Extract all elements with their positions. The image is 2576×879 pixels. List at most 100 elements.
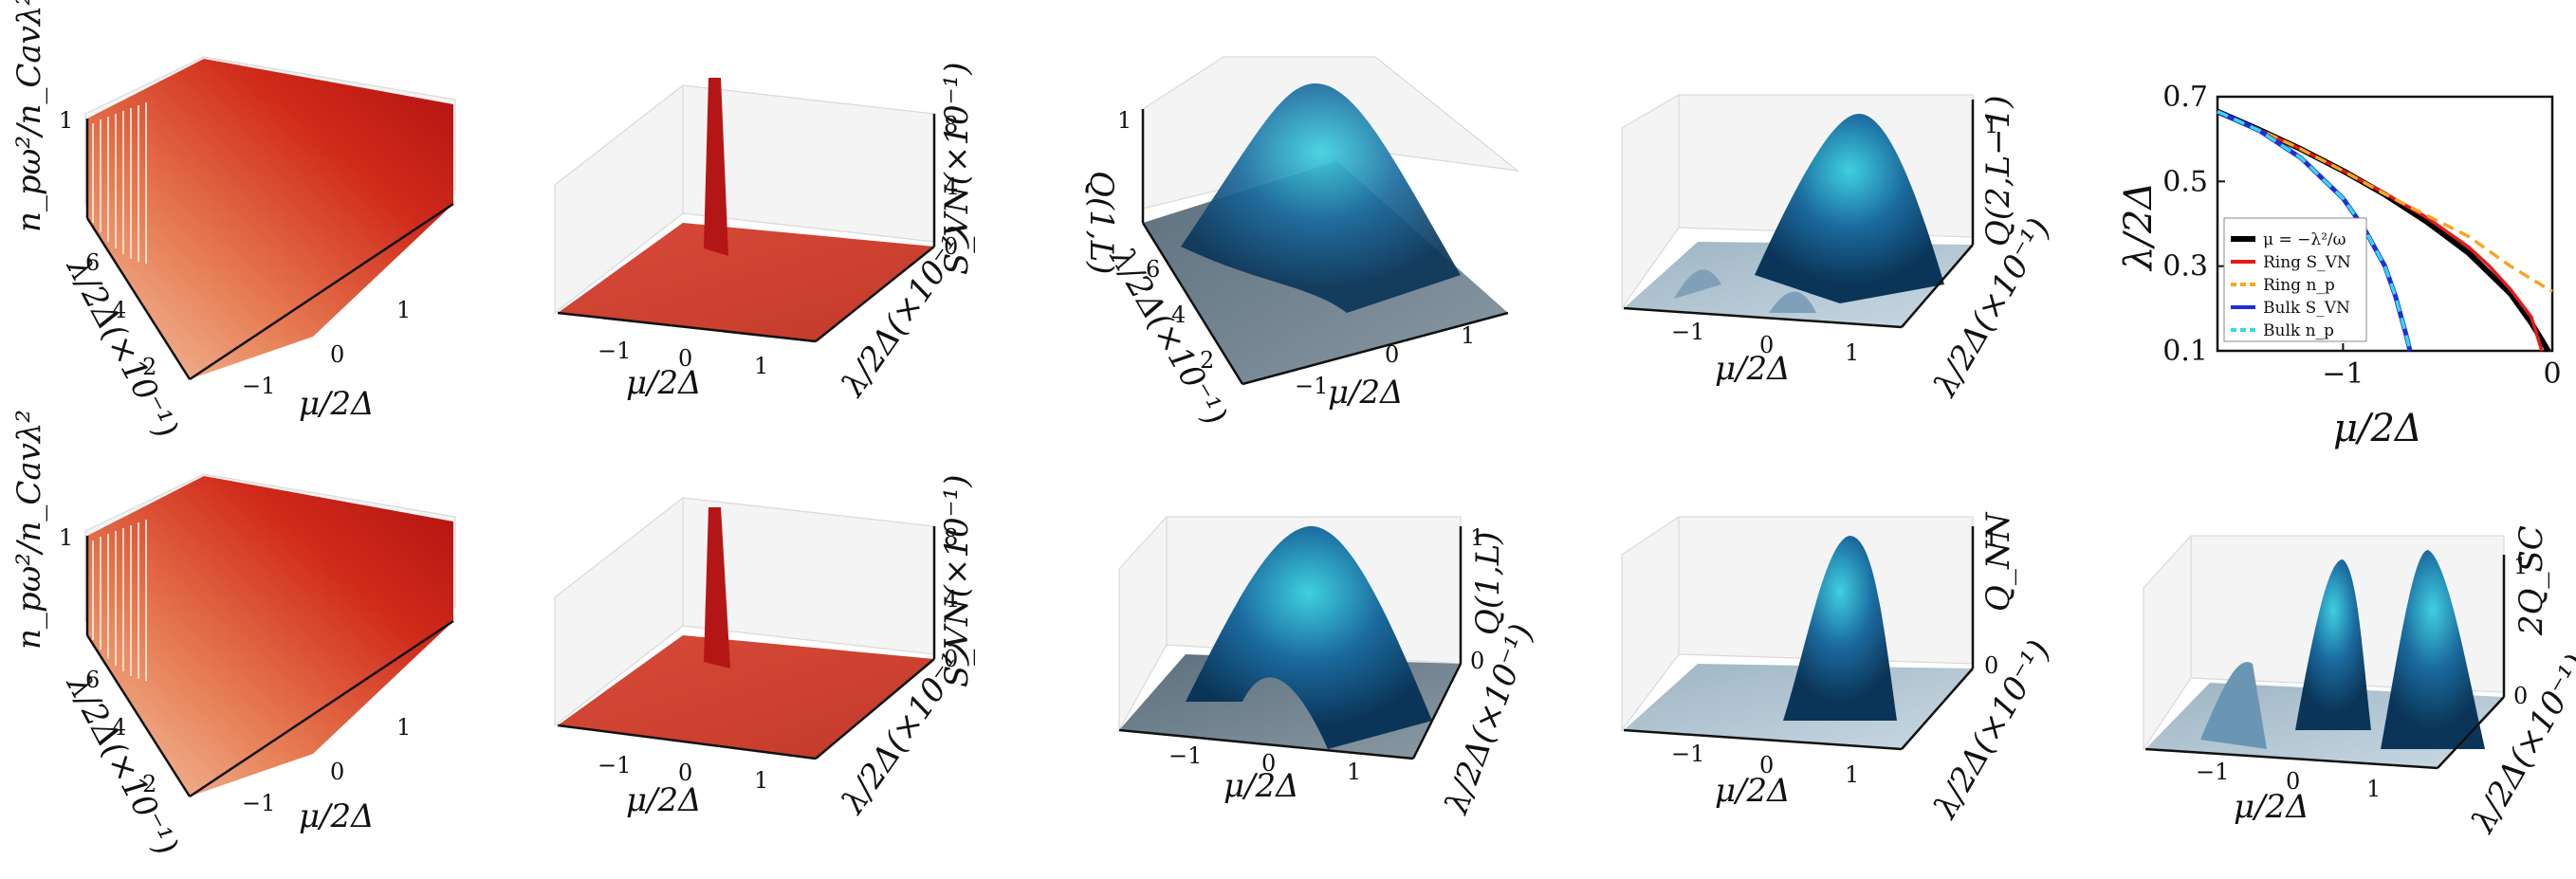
y-tick-label-2: 0.5 xyxy=(2162,165,2208,198)
panel-a4-peak-main xyxy=(1755,114,1944,303)
panel-b1-ytick-2: 6 xyxy=(85,667,100,693)
panel-a3-zlabel: Q(1,L) xyxy=(1082,171,1120,274)
line-series-2 xyxy=(2217,109,2553,293)
panel-b2-xtick-1: 0 xyxy=(678,760,692,786)
panel-b1-axes xyxy=(85,536,454,798)
panel-b3: Q(1,L) λ/2Δ(×10⁻¹) μ/2Δ −1 0 1 0 1 xyxy=(1118,516,1541,820)
panel-a2-ztick-1: 4 xyxy=(944,174,958,200)
panel-b3-zlabel: Q(1,L) xyxy=(1469,532,1507,635)
panel-b1-surface xyxy=(87,476,453,797)
panel-b2-xlabel: μ/2Δ xyxy=(626,781,702,819)
line-chart-legend: μ = −λ²/ω Ring S_VN Ring n_p Bulk S_VN Bulk … xyxy=(2223,217,2367,342)
panel-b2-surface xyxy=(558,635,934,759)
panel-b5-ztick-1: 1 xyxy=(2513,553,2528,579)
panel-a4-axes xyxy=(1623,100,1975,329)
panel-b4-ztick-0: 0 xyxy=(1984,652,1998,679)
panel-b3-xtick-2: 1 xyxy=(1347,759,1361,785)
panel-a1-ztick-0: 1 xyxy=(59,107,73,134)
panel-a3-ytick-1: 4 xyxy=(1171,302,1186,328)
panel-a2-xtick-1: 0 xyxy=(678,345,692,372)
panel-a1-axes xyxy=(85,119,454,381)
panel-b1-xtick-0: −1 xyxy=(242,790,275,816)
panel-a1-ytick-2: 6 xyxy=(85,249,100,276)
legend-label-3: Bulk S_VN xyxy=(2263,299,2350,318)
panel-b5-axes xyxy=(2144,555,2506,770)
panel-a1-surface xyxy=(87,59,453,379)
panel-a1-xtick-1: 0 xyxy=(330,341,344,368)
panel-b4-zlabel: Q_NN xyxy=(1979,511,2017,612)
x-tick-label-0: −1 xyxy=(2322,357,2364,391)
panel-a3-ytick-2: 6 xyxy=(1146,256,1160,283)
panel-a3-peak xyxy=(1181,82,1461,314)
panel-b1-ytick-1: 4 xyxy=(112,714,126,741)
panel-b2-xtick-0: −1 xyxy=(598,752,631,778)
panel-a4-xlabel: μ/2Δ xyxy=(1715,350,1791,388)
panel-b4-xtick-0: −1 xyxy=(1671,741,1704,767)
panel-b5-ztick-0: 0 xyxy=(2513,683,2528,709)
panel-b2-spike xyxy=(704,507,730,668)
panel-b5-xlabel: μ/2Δ xyxy=(2234,788,2309,826)
panel-b3-axes xyxy=(1118,526,1463,760)
panel-a1-fringe xyxy=(92,102,147,264)
legend-label-1: Ring S_VN xyxy=(2263,253,2351,272)
panel-a1: n_pω²/n_Cavλ² λ/2Δ(×10⁻¹) μ/2Δ −1 0 1 2 … xyxy=(10,0,456,445)
panel-b1-ytick-0: 2 xyxy=(142,771,156,797)
panel-a2: S_VN(×10⁻¹) λ/2Δ(×10⁻¹) μ/2Δ −1 0 1 0 4 … xyxy=(554,63,979,405)
panel-b5: 2Q_SC λ/2Δ(×10⁻¹) μ/2Δ −1 0 1 0 1 xyxy=(2143,525,2576,840)
legend-label-2: Ring n_p xyxy=(2263,276,2335,295)
y-tick-label-3: 0.7 xyxy=(2162,81,2208,114)
panel-b1-ztick-0: 1 xyxy=(59,524,73,551)
panel-b2-ztick-1: 4 xyxy=(944,586,958,613)
panel-b5-xtick-1: 0 xyxy=(2286,768,2300,795)
panel-b1-zlabel: n_pω²/n_Cavλ² xyxy=(10,410,48,650)
panel-a2-spike xyxy=(704,78,728,256)
panel-a4-xtick-1: 0 xyxy=(1759,332,1774,358)
panel-a1-xtick-2: 1 xyxy=(396,297,411,323)
panel-b4-xtick-1: 0 xyxy=(1759,752,1774,778)
panel-b2-ztick-2: 8 xyxy=(944,524,958,551)
panel-b5-peak-1 xyxy=(2200,662,2267,749)
panel-b5-peak-3 xyxy=(2381,550,2485,749)
panel-b2-zlabel: S_VN(×10⁻¹) xyxy=(938,475,976,687)
line-chart-ylabel: λ/2Δ xyxy=(2117,182,2161,272)
panel-a2-xlabel: μ/2Δ xyxy=(626,364,702,402)
panel-a3-ytick-0: 2 xyxy=(1200,347,1214,374)
panel-b1-fringe xyxy=(92,520,147,681)
panel-b2: S_VN(×10⁻¹) λ/2Δ(×10⁻¹) μ/2Δ −1 0 1 0 4 … xyxy=(554,475,979,822)
panel-a4-zlabel: Q(2,L−1) xyxy=(1979,95,2017,247)
panel-a4-peak-side1 xyxy=(1674,269,1721,299)
panel-a3-xtick-0: −1 xyxy=(1295,373,1328,399)
panel-a4-ztick-0: 1 xyxy=(1984,112,1998,138)
panel-b4-xlabel: μ/2Δ xyxy=(1715,772,1791,810)
panel-a1-ytick-1: 4 xyxy=(112,297,126,323)
panel-b3-peak xyxy=(1186,525,1432,749)
panel-b1-xtick-1: 0 xyxy=(330,759,344,785)
panel-b1: n_pω²/n_Cavλ² λ/2Δ(×10⁻¹) μ/2Δ −1 0 1 2 … xyxy=(10,410,456,862)
legend-label-0: μ = −λ²/ω xyxy=(2263,230,2346,249)
panel-a4: Q(2,L−1) λ/2Δ(×10⁻¹) μ/2Δ −1 0 1 1 xyxy=(1621,94,2058,404)
panel-b4-ztick-1: 1 xyxy=(1984,524,1998,551)
panel-a4-peak-side2 xyxy=(1769,291,1816,313)
panel-b3-ztick-0: 0 xyxy=(1470,648,1484,674)
panel-b1-xtick-2: 1 xyxy=(396,714,411,741)
panel-b5-xtick-0: −1 xyxy=(2196,759,2229,785)
panel-b3-xtick-1: 0 xyxy=(1261,750,1276,777)
panel-b4: Q_NN λ/2Δ(×10⁻¹) μ/2Δ −1 0 1 0 1 xyxy=(1621,511,2058,826)
legend-label-4: Bulk n_p xyxy=(2263,321,2334,340)
line-chart-frame xyxy=(2216,95,2554,353)
x-tick-label-1: 0 xyxy=(2543,357,2561,391)
panel-b2-axes xyxy=(557,526,936,760)
panel-b3-ztick-1: 1 xyxy=(1470,524,1484,551)
panel-b5-peak-2 xyxy=(2295,559,2371,730)
panel-b2-ztick-0: 0 xyxy=(944,646,958,672)
panel-b4-axes xyxy=(1623,526,1975,751)
line-chart-xlabel: μ/2Δ xyxy=(2333,407,2422,450)
panel-a4-xtick-0: −1 xyxy=(1671,319,1704,345)
panel-a2-zlabel: S_VN(×10⁻¹) xyxy=(938,63,976,275)
panel-a1-xtick-0: −1 xyxy=(242,373,275,399)
panel-a2-axes xyxy=(557,114,936,343)
panel-a2-surface xyxy=(558,223,934,341)
panel-b4-peak xyxy=(1783,536,1897,721)
panel-a1-ytick-0: 2 xyxy=(142,354,156,380)
